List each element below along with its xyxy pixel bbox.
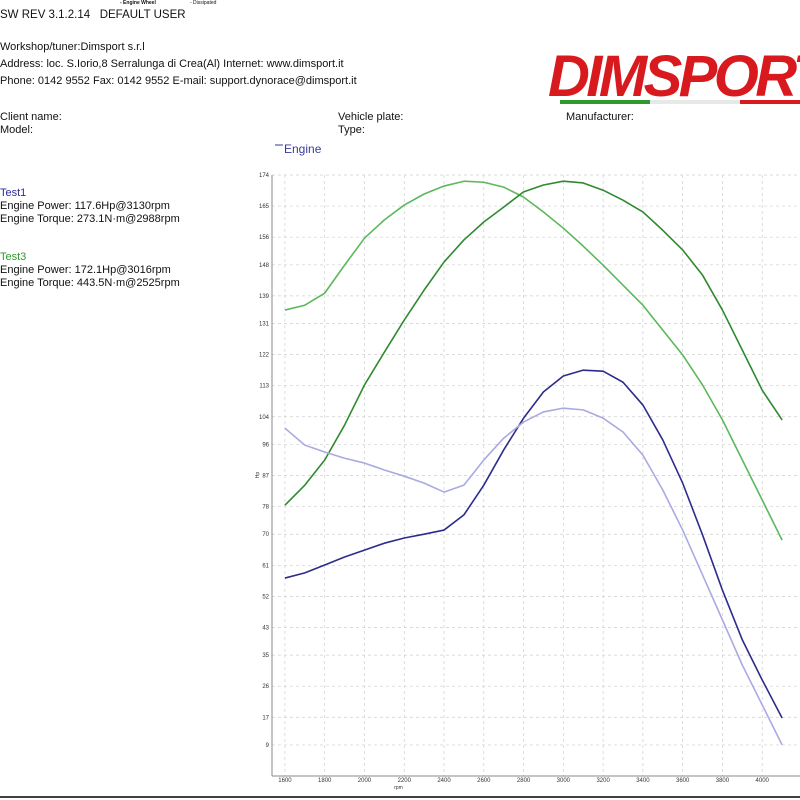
x-tick-label: 1800 xyxy=(318,778,332,784)
y-tick-label: 156 xyxy=(259,235,270,241)
workshop-line: Address: loc. S.Iorio,8 Serralunga di Cr… xyxy=(0,58,344,70)
y-tick-label: 174 xyxy=(259,173,270,179)
workshop-line: Workshop/tuner:Dimsport s.r.l xyxy=(0,41,145,53)
x-tick-label: 2000 xyxy=(358,778,372,784)
test-power: Engine Power: 117.6Hp@3130rpm xyxy=(0,200,170,212)
x-tick-label: 2400 xyxy=(437,778,451,784)
y-tick-label: 87 xyxy=(262,474,269,480)
client: Client name: xyxy=(0,111,62,123)
manufacturer: Manufacturer: xyxy=(566,111,634,123)
x-tick-label: 3600 xyxy=(676,778,690,784)
logo-stripe xyxy=(560,100,650,104)
series-line xyxy=(284,407,783,746)
logo-stripe xyxy=(650,100,740,104)
x-tick-label: 3200 xyxy=(596,778,610,784)
test-power: Engine Power: 172.1Hp@3016rpm xyxy=(0,264,171,276)
mode: - Engine Wheel xyxy=(120,0,156,6)
y-tick-label: 35 xyxy=(262,653,269,659)
x-tick-label: 2600 xyxy=(477,778,491,784)
x-tick-label: 4000 xyxy=(756,778,770,784)
version: SW REV 3.1.2.14 DEFAULT USER xyxy=(0,9,186,21)
y-tick-label: 61 xyxy=(262,563,269,569)
y-tick-label: 104 xyxy=(259,415,270,421)
x-tick-label: 1600 xyxy=(278,778,292,784)
y-tick-label: 165 xyxy=(259,204,270,210)
model: Model: xyxy=(0,124,34,136)
series-line xyxy=(284,180,783,541)
y-tick-label: 17 xyxy=(262,715,269,721)
workshop-line: Phone: 0142 9552 Fax: 0142 9552 E-mail: … xyxy=(0,75,357,87)
x-tick-label: 2200 xyxy=(398,778,412,784)
test-torque: Engine Torque: 273.1N·m@2988rpm xyxy=(0,213,180,225)
y-tick-label: 26 xyxy=(262,684,269,690)
y-tick-label: 43 xyxy=(262,625,269,631)
logo: DIMSPORT xyxy=(548,44,800,109)
y-tick-label: 9 xyxy=(266,743,270,749)
y-tick-label: 122 xyxy=(259,353,270,359)
y-tick-label: 131 xyxy=(259,322,270,328)
y-axis-label: Hp xyxy=(255,472,261,479)
y-tick-label: 139 xyxy=(259,294,270,300)
series-line xyxy=(284,180,783,506)
logo-stripe xyxy=(740,100,800,104)
y-tick-label: 70 xyxy=(262,532,269,538)
y-tick-label: 78 xyxy=(262,505,269,511)
x-tick-label: 2800 xyxy=(517,778,531,784)
x-axis-label: rpm xyxy=(394,785,403,791)
y-tick-label: 96 xyxy=(262,442,269,448)
y-tick-label: 113 xyxy=(259,384,269,390)
type: Type: xyxy=(338,124,365,136)
series-line xyxy=(284,369,783,719)
test-name: Test1 xyxy=(0,187,27,199)
legend-label: Engine xyxy=(284,142,322,156)
y-tick-label: 148 xyxy=(259,263,270,269)
test-name: Test3 xyxy=(0,251,27,263)
x-tick-label: 3000 xyxy=(557,778,571,784)
y-tick-label: 52 xyxy=(262,594,269,600)
x-tick-label: 3400 xyxy=(636,778,650,784)
test-torque: Engine Torque: 443.5N·m@2525rpm xyxy=(0,277,180,289)
loss: - Dissipated xyxy=(190,0,217,6)
plate: Vehicle plate: xyxy=(338,111,404,123)
x-tick-label: 3800 xyxy=(716,778,730,784)
